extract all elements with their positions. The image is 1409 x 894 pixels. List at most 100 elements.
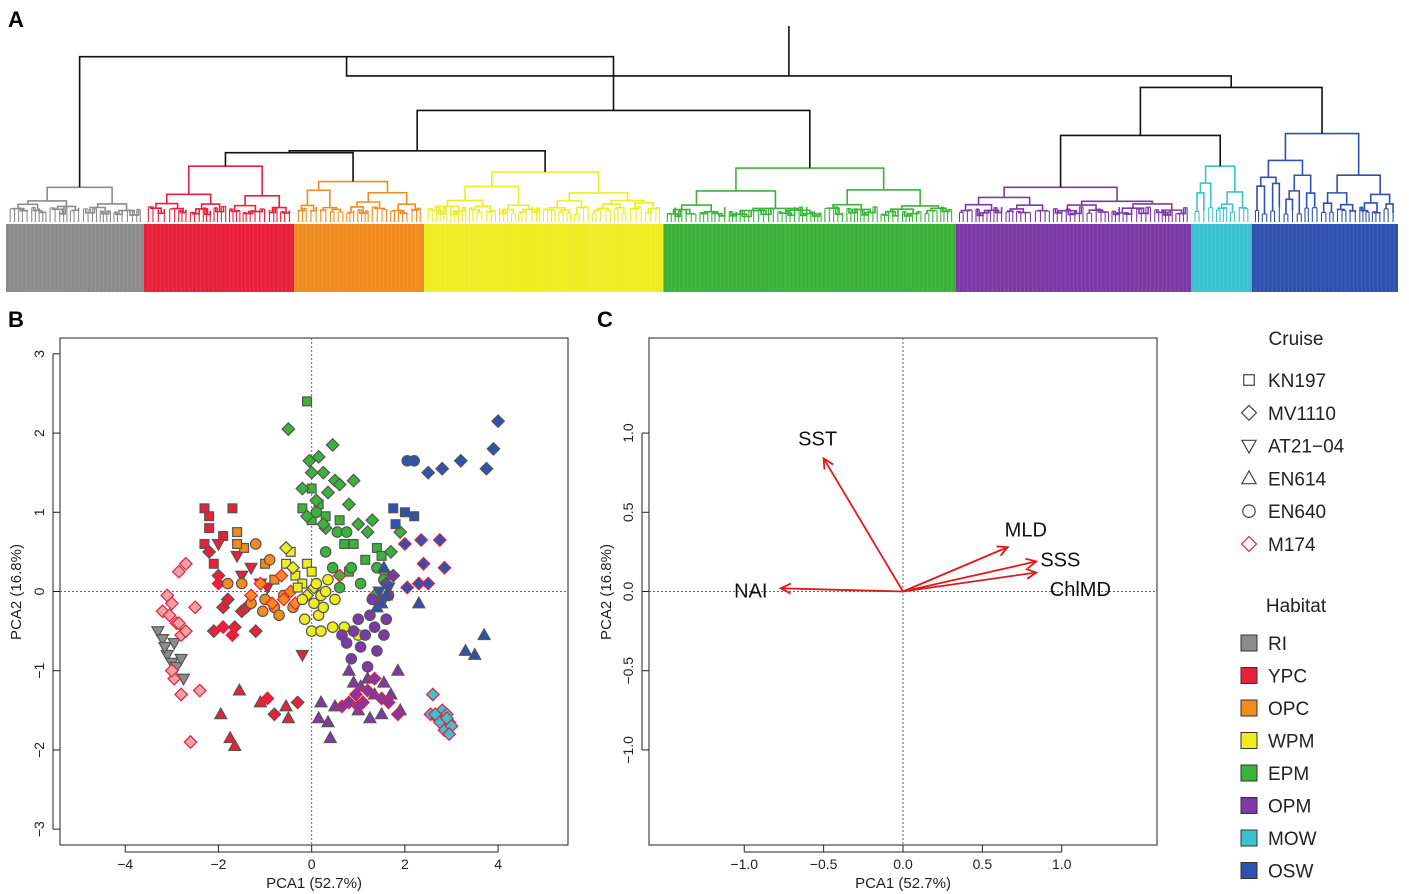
branch-wpm-branch [498, 208, 507, 215]
scatter-point-opm [386, 568, 401, 583]
branch-ypc-branch [195, 208, 209, 215]
branch-mow-branch [1196, 192, 1205, 212]
scatter-point-ypc [267, 707, 282, 722]
branch-mow-branch [1220, 203, 1234, 213]
arrow-label-sst: SST [798, 429, 837, 451]
scatter-point-osw [421, 576, 436, 591]
branch-wpm-branch [645, 207, 652, 214]
legend-habitat-label: YPC [1268, 667, 1307, 688]
scatter-point-ypc [202, 544, 217, 559]
branch-opm-branch [1003, 186, 1118, 202]
branch-epm-branch [884, 210, 897, 216]
scatter-point-ri [188, 600, 203, 615]
scatter-point-ypc [248, 624, 263, 639]
scatter-point-epm [301, 396, 313, 407]
branch-mow-branch [1217, 207, 1226, 211]
scatter-point-ri [155, 604, 170, 619]
arrow-nai-head [778, 582, 792, 595]
branch-ypc-branch [230, 208, 239, 213]
branch-ypc-branch [166, 193, 212, 205]
scatter-point-opc [221, 577, 234, 590]
arrow-sst-shaft [822, 457, 904, 592]
scatter-point-opc [253, 576, 268, 591]
branch-ri-branch [27, 200, 68, 207]
scatter-point-mow [428, 707, 443, 722]
scatter-point-osw [381, 582, 396, 596]
scatter-point-osw [437, 560, 452, 575]
scatter-point-osw [372, 586, 387, 599]
branch-wpm-branch [485, 210, 495, 213]
legend-cruise-label: M174 [1268, 535, 1316, 556]
scatter-point-wpm [326, 621, 339, 633]
legend-habitat-swatch-ypc [1240, 667, 1258, 684]
scatter-point-epm [297, 503, 308, 514]
cluster-bar-opm [955, 224, 1192, 292]
scatter-point-opm [311, 710, 326, 724]
scatter-point-mow [442, 727, 457, 742]
scatter-point-epm [281, 422, 296, 437]
branch-epm-branch [668, 213, 679, 217]
branch-wpm-branch [576, 206, 587, 215]
scatter-point-ypc [216, 600, 231, 615]
scatter-point-opm [371, 645, 383, 657]
scatter-x-tick-label: 4 [494, 856, 502, 872]
branch-wpm-branch [464, 185, 520, 206]
biplot-axes: −1.0 −0.5 0.0 0.5 1.0 −1.0 −0.5 0.0 0.5 1.0 [620, 423, 1072, 872]
scatter-point-opm [362, 710, 377, 724]
branch-epm-branch [846, 189, 921, 206]
scatter-point-opm [345, 653, 358, 665]
scatter-point-osw [467, 647, 482, 660]
scatter-point-opm [341, 663, 356, 676]
branch-epm-branch [779, 211, 793, 216]
scatter-point-opm [367, 671, 382, 686]
scatter-x-axis-title: PCA1 (52.7%) [266, 875, 362, 892]
biplot-x-tick-label: −1.0 [730, 856, 758, 872]
scatter-point-epm [365, 513, 380, 528]
branch-epm-branch [701, 212, 709, 215]
scatter-point-epm [341, 497, 357, 512]
branch-wpm-branch [519, 209, 527, 214]
arrow-mld-head [996, 545, 1010, 557]
scatter-point-epm [304, 465, 319, 480]
branch-ri-branch [56, 205, 77, 211]
arrow-sss-head [1025, 557, 1039, 570]
panel-label-a: A [8, 7, 24, 32]
branch-wpm-branch [647, 207, 659, 213]
scatter-point-osw [491, 414, 506, 429]
scatter-point-wpm [278, 540, 294, 556]
scatter-point-epm [351, 517, 366, 532]
biplot-x-tick-label: 1.0 [1052, 856, 1072, 872]
legend-habitat-list: RI YPC OPC WPM EPM OPM MOW OSW [1240, 634, 1317, 883]
dendrogram-panel [6, 26, 1398, 292]
branch-ri-branch [100, 210, 110, 215]
scatter-y-tick-label: −2 [31, 742, 47, 758]
scatter-point-opc [232, 527, 243, 538]
branch-wpm-branch [568, 192, 629, 201]
branch-ypc-branch [149, 206, 163, 214]
scatter-point-opm [380, 613, 393, 626]
cluster-color-bar [6, 224, 1398, 292]
scatter-point-opm [374, 691, 389, 706]
scatter-point-opm [354, 641, 367, 653]
legend-habitat-swatch-opm [1240, 797, 1258, 814]
scatter-y-tick-label: −1 [31, 663, 47, 679]
scatter-point-epm [346, 473, 361, 488]
scatter-point-osw [432, 532, 447, 548]
scatter-point-ri [178, 556, 193, 571]
scatter-point-opc [273, 609, 285, 622]
branch-epm-branch [760, 208, 772, 216]
branch-opc-branch [347, 210, 355, 214]
scatter-point-ri [160, 588, 175, 603]
scatter-point-ypc [232, 683, 247, 696]
branch-osw-branch [1363, 202, 1378, 213]
scatter-x-tick-label: −2 [210, 856, 226, 872]
legend-cruise-symbol [1240, 469, 1258, 485]
branch-mow-branch [1226, 191, 1244, 208]
branch-epm-branch [712, 211, 723, 216]
legend-habitat-label: OSW [1268, 862, 1313, 883]
dendrogram-branches [9, 26, 1394, 222]
legend-habitat-label: EPM [1268, 764, 1309, 785]
scatter-point-ri [171, 616, 186, 631]
cluster-bar-epm [663, 224, 956, 292]
scatter-point-ypc [204, 523, 215, 534]
